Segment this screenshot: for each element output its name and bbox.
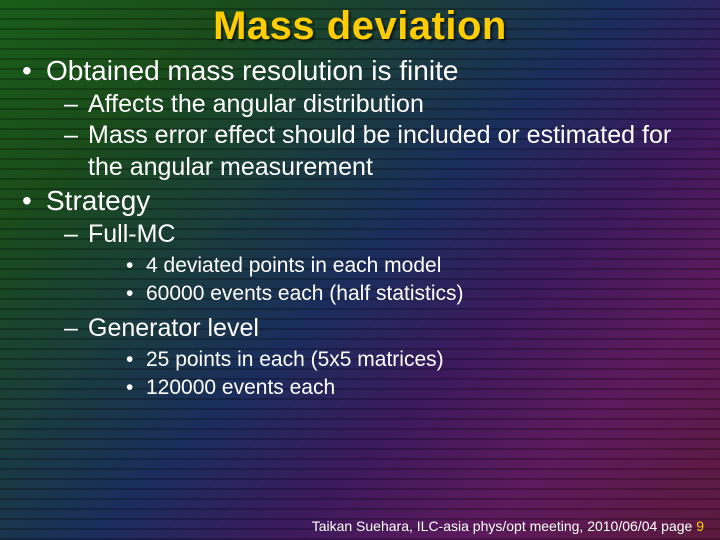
bullet-list-lvl3: 25 points in each (5x5 matrices) 120000 … [88, 346, 702, 403]
bullet-text: Strategy [46, 185, 150, 216]
bullet-text: 60000 events each (half statistics) [146, 282, 464, 305]
page-number: 9 [696, 518, 704, 534]
bullet-lvl3: 4 deviated points in each model [88, 252, 702, 280]
bullet-lvl3: 60000 events each (half statistics) [88, 280, 702, 308]
bullet-list-lvl3: 4 deviated points in each model 60000 ev… [88, 252, 702, 309]
bullet-lvl2: Full-MC 4 deviated points in each model … [46, 219, 702, 309]
bullet-lvl1: Strategy Full-MC 4 deviated points in ea… [18, 185, 702, 403]
page-label: page [661, 518, 692, 534]
bullet-text: Affects the angular distribution [88, 90, 424, 118]
bullet-text: 120000 events each [146, 376, 335, 399]
bullet-lvl2: Mass error effect should be included or … [46, 120, 702, 183]
bullet-lvl2: Generator level 25 points in each (5x5 m… [46, 313, 702, 403]
bullet-text: Generator level [88, 314, 259, 342]
slide-footer: Taikan Suehara, ILC-asia phys/opt meetin… [312, 518, 704, 534]
bullet-lvl2: Affects the angular distribution [46, 89, 702, 120]
bullet-list-lvl2: Full-MC 4 deviated points in each model … [46, 219, 702, 403]
bullet-list-lvl1: Obtained mass resolution is finite Affec… [18, 55, 702, 403]
slide: Mass deviation Obtained mass resolution … [0, 0, 720, 540]
bullet-lvl3: 25 points in each (5x5 matrices) [88, 346, 702, 374]
bullet-lvl3: 120000 events each [88, 374, 702, 402]
bullet-text: Full-MC [88, 220, 176, 248]
bullet-text: 4 deviated points in each model [146, 254, 441, 277]
bullet-text: Obtained mass resolution is finite [46, 55, 458, 86]
bullet-list-lvl2: Affects the angular distribution Mass er… [46, 89, 702, 183]
slide-title: Mass deviation [18, 4, 702, 49]
bullet-text: 25 points in each (5x5 matrices) [146, 348, 444, 371]
bullet-text: Mass error effect should be included or … [88, 121, 671, 180]
footer-text: Taikan Suehara, ILC-asia phys/opt meetin… [312, 518, 658, 534]
bullet-lvl1: Obtained mass resolution is finite Affec… [18, 55, 702, 183]
